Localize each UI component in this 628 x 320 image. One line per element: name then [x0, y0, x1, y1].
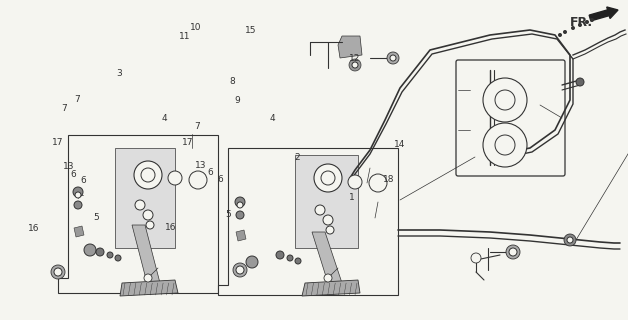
- Text: 7: 7: [195, 122, 200, 131]
- Circle shape: [135, 200, 145, 210]
- Text: 4: 4: [270, 114, 276, 123]
- Polygon shape: [302, 280, 360, 296]
- Polygon shape: [218, 148, 398, 295]
- Circle shape: [96, 248, 104, 256]
- Circle shape: [563, 30, 567, 34]
- Circle shape: [369, 174, 387, 192]
- Circle shape: [235, 197, 245, 207]
- Polygon shape: [236, 230, 246, 241]
- Circle shape: [558, 33, 562, 37]
- Text: 4: 4: [162, 114, 168, 123]
- Text: 16: 16: [165, 223, 176, 232]
- Circle shape: [567, 237, 573, 243]
- Circle shape: [233, 263, 247, 277]
- Circle shape: [236, 266, 244, 274]
- Text: 17: 17: [51, 138, 63, 147]
- Circle shape: [571, 26, 575, 30]
- Text: 6: 6: [217, 175, 223, 184]
- Circle shape: [509, 248, 517, 256]
- Text: 10: 10: [190, 23, 202, 32]
- Text: 5: 5: [93, 213, 99, 222]
- FancyBboxPatch shape: [456, 60, 565, 176]
- Circle shape: [483, 123, 527, 167]
- Text: 11: 11: [179, 32, 190, 41]
- Circle shape: [295, 258, 301, 264]
- Text: 15: 15: [245, 26, 256, 35]
- Circle shape: [141, 168, 155, 182]
- Circle shape: [506, 245, 520, 259]
- Circle shape: [237, 202, 243, 208]
- Polygon shape: [58, 135, 218, 293]
- Circle shape: [143, 210, 153, 220]
- Text: 3: 3: [116, 69, 122, 78]
- Circle shape: [115, 255, 121, 261]
- Text: 7: 7: [62, 104, 67, 113]
- Text: FR.: FR.: [570, 15, 593, 28]
- Circle shape: [349, 59, 361, 71]
- Circle shape: [246, 256, 258, 268]
- Circle shape: [84, 244, 96, 256]
- Circle shape: [287, 255, 293, 261]
- Circle shape: [321, 171, 335, 185]
- Circle shape: [471, 253, 481, 263]
- Circle shape: [314, 164, 342, 192]
- Circle shape: [483, 78, 527, 122]
- Text: 2: 2: [294, 153, 300, 162]
- Circle shape: [352, 62, 358, 68]
- Text: 8: 8: [229, 77, 235, 86]
- Polygon shape: [338, 36, 362, 58]
- Text: 13: 13: [195, 161, 206, 170]
- Text: 18: 18: [383, 175, 394, 184]
- Text: 7: 7: [74, 95, 80, 104]
- Circle shape: [146, 221, 154, 229]
- Text: 9: 9: [234, 96, 240, 105]
- Circle shape: [54, 268, 62, 276]
- Circle shape: [73, 187, 83, 197]
- Text: 16: 16: [28, 224, 40, 233]
- Circle shape: [390, 55, 396, 61]
- Circle shape: [74, 201, 82, 209]
- Circle shape: [326, 226, 334, 234]
- Circle shape: [576, 78, 584, 86]
- Text: 6: 6: [70, 170, 76, 179]
- Text: 17: 17: [182, 138, 193, 147]
- Circle shape: [134, 161, 162, 189]
- Text: 6: 6: [80, 176, 86, 185]
- Circle shape: [387, 52, 399, 64]
- Circle shape: [564, 234, 576, 246]
- FancyArrow shape: [589, 7, 618, 21]
- Text: 13: 13: [63, 162, 74, 171]
- Circle shape: [578, 23, 582, 27]
- Circle shape: [168, 171, 182, 185]
- Circle shape: [495, 90, 515, 110]
- Circle shape: [144, 274, 152, 282]
- Circle shape: [495, 135, 515, 155]
- Circle shape: [315, 205, 325, 215]
- Polygon shape: [115, 148, 175, 248]
- Circle shape: [189, 171, 207, 189]
- Circle shape: [348, 175, 362, 189]
- Polygon shape: [295, 155, 358, 248]
- Circle shape: [276, 251, 284, 259]
- Circle shape: [323, 215, 333, 225]
- Polygon shape: [120, 280, 178, 296]
- Polygon shape: [132, 225, 160, 283]
- Circle shape: [324, 274, 332, 282]
- Polygon shape: [74, 226, 84, 237]
- Circle shape: [590, 18, 594, 22]
- Circle shape: [75, 192, 81, 198]
- Text: 6: 6: [207, 168, 213, 177]
- Polygon shape: [312, 232, 342, 283]
- Circle shape: [51, 265, 65, 279]
- Circle shape: [585, 20, 589, 24]
- Text: 1: 1: [349, 193, 354, 202]
- Circle shape: [236, 211, 244, 219]
- Text: 12: 12: [349, 54, 360, 63]
- Text: 5: 5: [225, 210, 230, 219]
- Text: 14: 14: [394, 140, 406, 148]
- Circle shape: [107, 252, 113, 258]
